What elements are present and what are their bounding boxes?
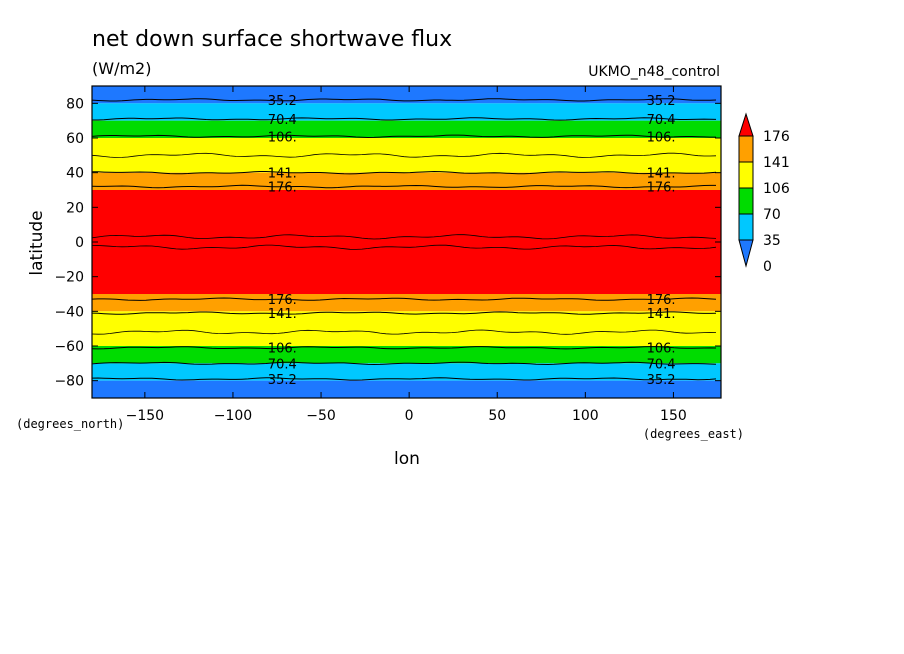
colorbar-bottom-triangle [738, 239, 754, 268]
x-tick-label-3: 0 [405, 408, 414, 424]
y-tick-label-5: 20 [66, 200, 84, 216]
colorbar-segment-1 [738, 161, 754, 189]
contour-label-6-0: 141. [268, 307, 297, 322]
contour-label-0-1: 35.2 [647, 94, 676, 109]
contour-label-4-0: 176. [268, 181, 297, 196]
extra-contour-line-2 [91, 234, 717, 240]
contour-label-3-1: 141. [647, 167, 676, 182]
y-axis-ticks: −80 −60 −40 −20 0 20 40 60 80 [54, 96, 721, 390]
x-tick-label-1: −100 [214, 408, 252, 424]
contour-label-4-1: 176. [647, 181, 676, 196]
colorbar-label-2: 106 [763, 181, 790, 197]
contour-band-5 [92, 190, 721, 294]
x-tick-label-0: −150 [126, 408, 164, 424]
contour-label-2-0: 106. [268, 130, 297, 145]
contour-label-9-1: 35.2 [647, 373, 676, 388]
colorbar: 176 141 106 70 35 0 [738, 112, 790, 275]
extra-contour-line-0 [91, 152, 717, 158]
contour-band-6 [92, 294, 721, 312]
x-axis-ticks: −150 −100 −50 0 50 100 150 [126, 86, 687, 424]
colorbar-segment-0 [738, 135, 754, 163]
contour-line-5 [91, 297, 717, 301]
chart-title: net down surface shortwave flux [92, 27, 452, 52]
contour-label-5-1: 176. [647, 293, 676, 308]
contour-label-5-0: 176. [268, 293, 297, 308]
contour-line-6 [91, 311, 717, 315]
contour-label-1-1: 70.4 [647, 113, 676, 128]
contour-band-7 [92, 311, 721, 346]
y-tick-label-7: 60 [66, 131, 84, 147]
contour-band-8 [92, 346, 721, 364]
contour-label-6-1: 141. [647, 307, 676, 322]
contour-line-8 [91, 361, 717, 366]
contour-line-4 [91, 184, 716, 189]
contour-label-9-0: 35.2 [268, 373, 297, 388]
colorbar-label-0: 176 [763, 129, 790, 145]
dataset-label: UKMO_n48_control [588, 64, 720, 80]
x-tick-label-5: 100 [572, 408, 599, 424]
contour-label-0-0: 35.2 [268, 94, 297, 109]
contour-line-0 [91, 98, 717, 102]
contour-line-1 [92, 117, 717, 121]
x-axis-label: lon [394, 449, 420, 469]
contour-band-0 [92, 86, 721, 104]
contour-label-8-0: 70.4 [268, 357, 297, 372]
plot-bands [92, 86, 721, 398]
contour-band-1 [92, 103, 721, 121]
y-tick-label-0: −80 [54, 374, 84, 390]
contour-label-3-0: 141. [268, 167, 297, 182]
y-axis-label: latitude [27, 210, 47, 275]
contour-label-7-1: 106. [647, 342, 676, 357]
chart-units: (W/m2) [92, 59, 151, 78]
y-tick-label-3: −20 [54, 270, 84, 286]
x-tick-label-6: 150 [660, 408, 687, 424]
extra-contour-line-1 [91, 329, 717, 335]
extra-contour-line-3 [91, 244, 717, 250]
y-tick-label-8: 80 [66, 96, 84, 112]
x-tick-label-4: 50 [488, 408, 506, 424]
contour-label-1-0: 70.4 [268, 113, 297, 128]
colorbar-top-triangle [738, 112, 754, 137]
contour-band-2 [92, 120, 721, 138]
contour-label-8-1: 70.4 [647, 357, 676, 372]
contour-label-2-1: 106. [647, 130, 676, 145]
contour-label-7-0: 106. [268, 342, 297, 357]
y-tick-label-4: 0 [75, 235, 84, 251]
colorbar-label-5: 0 [763, 259, 772, 275]
contour-band-9 [92, 363, 721, 381]
y-tick-label-6: 40 [66, 166, 84, 182]
contour-line-9 [91, 377, 717, 381]
contour-lines [91, 98, 717, 381]
contour-line-3 [91, 170, 717, 175]
y-tick-label-1: −60 [54, 339, 84, 355]
colorbar-segment-2 [738, 187, 754, 215]
colorbar-label-4: 35 [763, 233, 781, 249]
colorbar-segment-3 [738, 213, 754, 241]
contour-line-2 [91, 134, 716, 139]
colorbar-label-3: 70 [763, 207, 781, 223]
x-tick-label-2: −50 [306, 408, 336, 424]
contour-line-7 [91, 346, 717, 350]
x-axis-unit: (degrees_east) [643, 427, 744, 441]
y-tick-label-2: −40 [54, 304, 84, 320]
contour-band-10 [92, 380, 721, 398]
y-axis-unit: (degrees_north) [16, 417, 124, 431]
colorbar-label-1: 141 [763, 155, 790, 171]
